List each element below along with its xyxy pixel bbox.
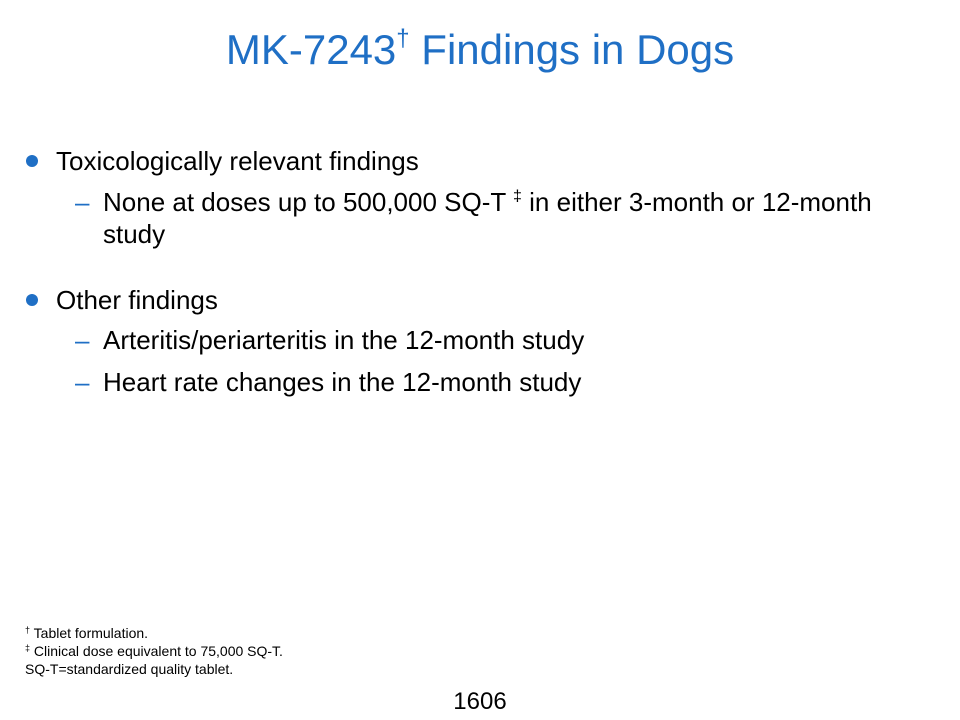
sub-bullet-text: Arteritis/periarteritis in the 12-month … [103, 325, 585, 355]
bullet-text: Toxicologically relevant findings [56, 146, 419, 176]
footnotes: † Tablet formulation. ‡ Clinical dose eq… [25, 624, 283, 678]
bullet-dot-icon [26, 294, 38, 306]
footnote-double-dagger-mark: ‡ [25, 643, 31, 653]
footnote-clinical-dose: ‡ Clinical dose equivalent to 75,000 SQ-… [25, 642, 283, 660]
bullet-dot-icon [26, 155, 38, 167]
slide-title: MK-7243† Findings in Dogs [0, 22, 960, 78]
dash-icon: – [75, 325, 90, 355]
page-number: 1606 [453, 688, 507, 715]
title-dagger-mark: † [396, 25, 410, 52]
dash-icon: – [75, 367, 90, 397]
title-main: MK-7243 [225, 26, 397, 73]
double-dagger-mark: ‡ [513, 188, 522, 205]
title-rest: Findings in Dogs [409, 26, 735, 73]
footnote-text: Clinical dose equivalent to 75,000 SQ-T. [30, 643, 283, 659]
bullet-text: Other findings [56, 285, 218, 315]
sub-bullet-text: Heart rate changes in the 12-month study [103, 367, 582, 397]
footnote-dagger-mark: † [25, 625, 31, 635]
footnote-tablet: † Tablet formulation. [25, 624, 283, 642]
footnote-text: SQ-T=standardized quality tablet. [25, 661, 234, 677]
sub-text-after: in either 3-month or 12-month study [103, 187, 872, 249]
dash-icon: – [75, 187, 90, 217]
sub-bullet-text: None at doses up to 500,000 SQ-T ‡ in ei… [103, 186, 913, 250]
footnote-sqt-definition: SQ-T=standardized quality tablet. [25, 660, 283, 678]
sub-text-before: None at doses up to 500,000 SQ-T [103, 187, 514, 217]
footnote-text: Tablet formulation. [30, 625, 149, 641]
